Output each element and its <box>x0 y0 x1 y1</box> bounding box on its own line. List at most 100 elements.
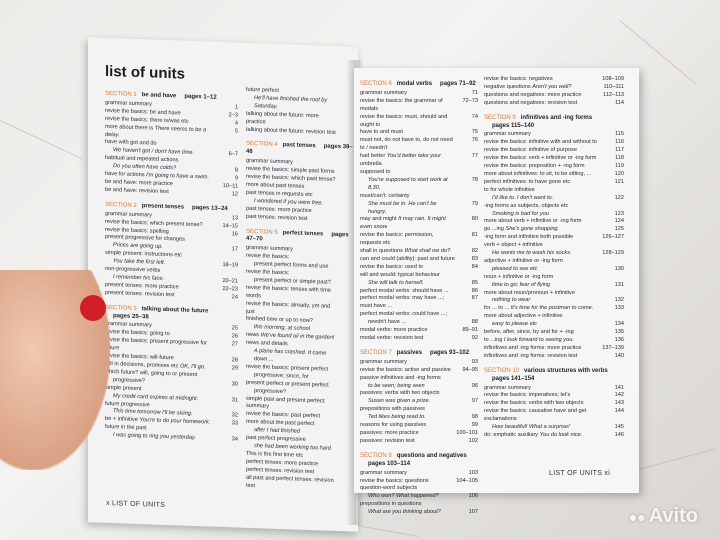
unit-page-number: 100–101 <box>456 429 478 436</box>
unit-page-number <box>602 203 624 211</box>
unit-title: verb + object + infinitive <box>484 242 602 250</box>
unit-topic: This is the first time etc <box>246 450 304 459</box>
unit-entry: Susan was given a prize. 97 <box>360 398 478 406</box>
unit-topic: passives: verbs with two objects <box>360 390 440 397</box>
unit-title: passive infinitives and -ing forms <box>360 375 456 383</box>
unit-title: revise the basics: negatives <box>484 76 602 84</box>
unit-topic: perfect modal verbs: could have ...; <box>360 311 448 318</box>
unit-title: supposed to <box>360 169 456 177</box>
unit-topic: present perfect forms and use <box>254 261 329 270</box>
unit-entry: more about adjective + infinitive <box>484 313 624 321</box>
unit-entry: revise the basics: questions 104–105 <box>360 478 478 486</box>
unit-entry: must not, do not have to, do not need to… <box>360 137 478 153</box>
unit-title: revise the basics: verbs with two object… <box>484 400 602 408</box>
unit-title: How beautiful! What a surprise! <box>484 424 602 432</box>
unit-page-number: 106 <box>468 493 478 500</box>
unit-page-number: 77 <box>471 153 478 160</box>
unit-example: I'd like to. I don't want to. <box>492 194 554 201</box>
unit-example: Prices are going up. <box>113 242 163 251</box>
section-number: SECTION 1 <box>105 90 137 98</box>
unit-page-number: 99 <box>471 422 478 429</box>
unit-topic: infinitives and -ing forms: revision tes… <box>484 352 578 359</box>
unit-page-number <box>602 187 624 195</box>
unit-topic: adjective + infinitive or -ing form <box>484 257 563 264</box>
unit-page-number <box>456 406 478 414</box>
unit-topic: revise the basics: <box>246 253 290 261</box>
unit-title: all past and perfect tenses: revision te… <box>246 474 336 493</box>
unit-title: prepositions with passives <box>360 406 456 414</box>
unit-entry: had better You'd better take your umbrel… <box>360 153 478 169</box>
unit-entry: do: emphatic auxiliary You do look nice.… <box>484 432 624 440</box>
unit-topic: modal verbs: more practice <box>360 327 428 334</box>
unit-page-number: 120 <box>614 170 624 177</box>
unit-topic: news and details <box>246 339 288 348</box>
unit-entry: time to go; fear of flying 131 <box>484 282 624 290</box>
unit-topic: for ... to ... <box>484 305 510 312</box>
unit-title: grammar summary <box>484 131 602 139</box>
unit-entry: supposed to <box>360 169 478 177</box>
unit-example: Do you often have colds? <box>113 163 177 172</box>
unit-example: A plane has crashed. It came down ... <box>254 348 327 363</box>
unit-topic: revise the basics: infinitive of purpose <box>484 147 577 154</box>
unit-entry: grammar summary 141 <box>484 385 624 393</box>
unit-title: go ...ing She's gone shopping. <box>484 226 602 234</box>
unit-entry: He wants me to wash his socks. 128–129 <box>484 250 624 258</box>
unit-entry: needn't have ... 88 <box>360 319 478 327</box>
left-page: list of units SECTION 1 be and have pages … <box>88 37 358 532</box>
unit-example: He wants me to wash his socks. <box>492 250 572 257</box>
unit-page-number <box>456 272 478 280</box>
unit-topic: shall in questions <box>360 248 403 255</box>
unit-topic: revise the basics: questions <box>360 477 429 484</box>
unit-topic: revise the basics: will-future <box>105 352 174 362</box>
unit-title: must/can't: certainty <box>360 193 456 201</box>
unit-example: She must be in. He can't be hungry. <box>368 200 437 215</box>
unit-entry: Smoking is bad for you 123 <box>484 211 624 219</box>
unit-topic: news <box>246 332 260 339</box>
unit-title: to ...ing I look forward to seeing you. <box>484 337 602 345</box>
unit-page-number: 88 <box>471 319 478 326</box>
section-header: SECTION 7 passives pages 93–102 <box>360 350 478 358</box>
unit-title: perfect modal verbs: could have ...; <box>360 311 456 319</box>
section-number: SECTION 8 <box>360 452 392 459</box>
section-number: SECTION 5 <box>246 228 278 236</box>
unit-title: before, after, since, by and for + -ing <box>484 329 602 337</box>
unit-page-number: 74 <box>471 113 478 120</box>
unit-topic: non-progressive verbs <box>105 265 161 274</box>
unit-title: for ... to ... It's time for the postman… <box>484 305 602 313</box>
unit-entry: questions and negatives: more practice 11… <box>484 92 624 100</box>
unit-page-number: 84 <box>471 263 478 270</box>
unit-topic: revise the basics: permission, requests … <box>360 232 434 247</box>
unit-title: modal verbs: revision test <box>360 335 456 343</box>
unit-example: He'll have finished the roof by Saturday… <box>254 94 328 110</box>
unit-topic: questions and negatives: more practice <box>484 91 582 98</box>
unit-entry: question-word subjects <box>360 485 478 493</box>
unit-topic: infinitives and -ing forms: more practic… <box>484 344 582 351</box>
unit-page-number: 89–91 <box>462 327 478 334</box>
unit-topic: noun + infinitive or -ing form <box>484 273 554 280</box>
unit-topic: perfect modal verbs: may have ...; must … <box>360 295 445 310</box>
unit-title: questions and negatives: more practice <box>484 92 602 100</box>
unit-topic: -ing form and infinitive both possible <box>484 234 574 241</box>
unit-topic: perfect infinitives: to have gone etc <box>484 178 571 185</box>
unit-title: revise the basics: imperatives; let's <box>484 392 602 400</box>
unit-title: must not, do not have to, do not need to… <box>360 137 456 153</box>
unit-title: had better You'd better take your umbrel… <box>360 153 456 169</box>
unit-page-number: 72–73 <box>462 97 478 104</box>
section-header: SECTION 10 various structures with verbs p… <box>484 368 624 384</box>
unit-title: revise the basics: used to <box>360 264 456 272</box>
unit-topic: grammar summary <box>484 384 531 391</box>
unit-topic: more about noun/pronoun + infinitive <box>484 289 575 296</box>
unit-title: question-word subjects <box>360 485 456 493</box>
unit-example: I'm going to have a swim. <box>146 172 210 181</box>
unit-entry: grammar summary 103 <box>360 470 478 478</box>
unit-title: grammar summary <box>360 90 456 98</box>
unit-entry: modal verbs: more practice 89–91 <box>360 327 478 335</box>
left-column-1: SECTION 1 be and have pages 1–12 grammar su… <box>105 84 238 445</box>
unit-entry: revise the basics: imperatives; let's 142 <box>484 392 624 400</box>
unit-entry: adjective + infinitive or -ing form <box>484 258 624 266</box>
unit-entry: have to and must 75 <box>360 129 478 137</box>
unit-topic: revise the basics: past perfect <box>246 411 320 420</box>
unit-entry: -ing form and infinitive both possible 12… <box>484 234 624 242</box>
unit-entry: Who won? What happened? 106 <box>360 493 478 501</box>
unit-title: reasons for using passives <box>360 422 456 430</box>
